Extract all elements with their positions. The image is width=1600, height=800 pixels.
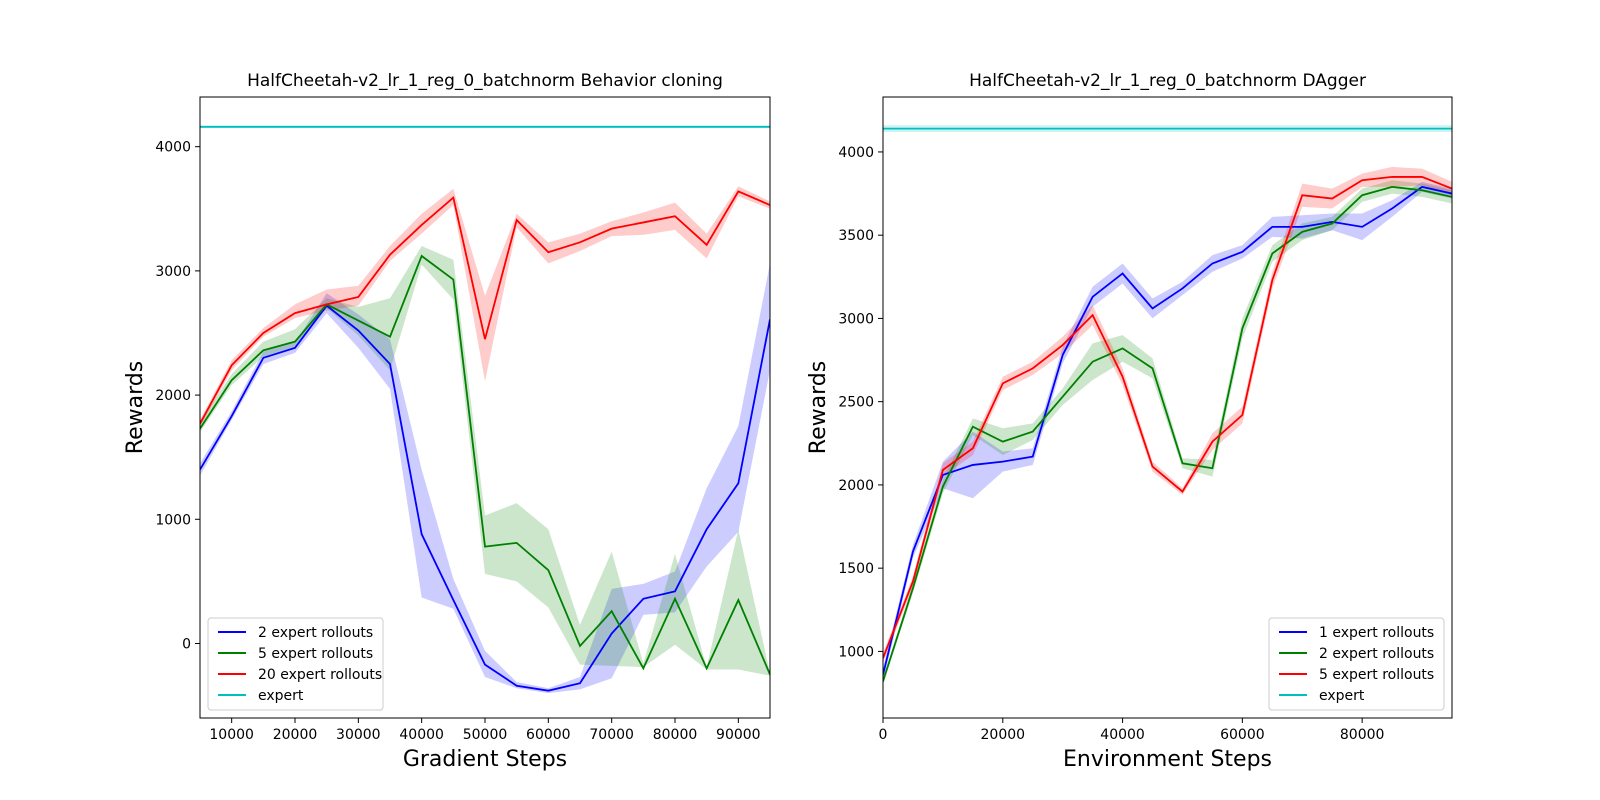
x-tick-label: 50000 bbox=[463, 727, 508, 743]
series-line-5-expert-rollouts bbox=[200, 254, 770, 675]
y-tick-label: 1000 bbox=[838, 644, 874, 660]
x-axis-label: Gradient Steps bbox=[403, 747, 567, 772]
y-tick-label: 3000 bbox=[155, 264, 191, 280]
series-line-5-expert-rollouts bbox=[883, 176, 1452, 659]
y-tick-label: 0 bbox=[182, 636, 191, 652]
legend-label: expert bbox=[1319, 688, 1365, 704]
y-tick-label: 1500 bbox=[838, 561, 874, 577]
y-tick-label: 3500 bbox=[838, 228, 874, 244]
x-tick-label: 30000 bbox=[336, 727, 381, 743]
x-tick-label: 60000 bbox=[526, 727, 571, 743]
chart-title: HalfCheetah-v2_lr_1_reg_0_batchnorm Beha… bbox=[247, 71, 723, 91]
series-line-2-expert-rollouts bbox=[883, 185, 1452, 682]
x-tick-label: 20000 bbox=[981, 727, 1026, 743]
band-20-expert-rollouts bbox=[200, 186, 770, 428]
y-tick-label: 2500 bbox=[838, 395, 874, 411]
legend-label: 5 expert rollouts bbox=[1319, 667, 1434, 683]
plot-area bbox=[200, 125, 770, 694]
x-tick-label: 0 bbox=[879, 727, 888, 743]
x-tick-label: 20000 bbox=[273, 727, 318, 743]
y-tick-label: 4000 bbox=[838, 145, 874, 161]
series-line-2-expert-rollouts bbox=[200, 304, 770, 692]
axes-frame bbox=[882, 96, 1453, 719]
x-tick-label: 80000 bbox=[1340, 727, 1385, 743]
legend-label: 2 expert rollouts bbox=[1319, 646, 1434, 662]
legend-label: 5 expert rollouts bbox=[258, 646, 373, 662]
plot-area bbox=[883, 125, 1452, 685]
series-line-20-expert-rollouts bbox=[200, 190, 770, 425]
dagger-chart: 0 20000 40000 60000 80000 1000 1500 2000 2500 300… bbox=[806, 71, 1453, 772]
legend: 2 expert rollouts 5 expert rollouts 20 exp… bbox=[207, 617, 384, 711]
x-tick-label: 90000 bbox=[716, 727, 761, 743]
series-line-1-expert-rollouts bbox=[883, 185, 1452, 675]
x-tick-label: 40000 bbox=[1100, 727, 1145, 743]
y-axis-label: Rewards bbox=[806, 361, 831, 454]
x-tick-label: 10000 bbox=[209, 727, 254, 743]
y-tick-label: 3000 bbox=[838, 311, 874, 327]
bc-chart: 10000 20000 30000 40000 50000 60000 70000 80000… bbox=[123, 71, 771, 772]
legend-label: 20 expert rollouts bbox=[258, 667, 382, 683]
x-tick-label: 70000 bbox=[589, 727, 634, 743]
x-tick-label: 40000 bbox=[399, 727, 444, 743]
legend-box bbox=[207, 617, 384, 711]
y-tick-label: 2000 bbox=[155, 388, 191, 404]
y-tick-label: 1000 bbox=[155, 512, 191, 528]
legend: 1 expert rollouts 2 expert rollouts 5 expe… bbox=[1268, 617, 1445, 711]
x-tick-label: 60000 bbox=[1220, 727, 1265, 743]
legend-label: 1 expert rollouts bbox=[1319, 625, 1434, 641]
band-2-expert-rollouts bbox=[883, 180, 1452, 685]
legend-box bbox=[1268, 617, 1445, 711]
legend-label: 2 expert rollouts bbox=[258, 625, 373, 641]
x-axis-label: Environment Steps bbox=[1063, 747, 1272, 772]
chart-title: HalfCheetah-v2_lr_1_reg_0_batchnorm DAgg… bbox=[969, 71, 1366, 91]
y-tick-label: 4000 bbox=[155, 140, 191, 156]
legend-label: expert bbox=[258, 688, 304, 704]
y-axis-label: Rewards bbox=[123, 361, 148, 454]
x-tick-label: 80000 bbox=[653, 727, 698, 743]
y-tick-label: 2000 bbox=[838, 478, 874, 494]
